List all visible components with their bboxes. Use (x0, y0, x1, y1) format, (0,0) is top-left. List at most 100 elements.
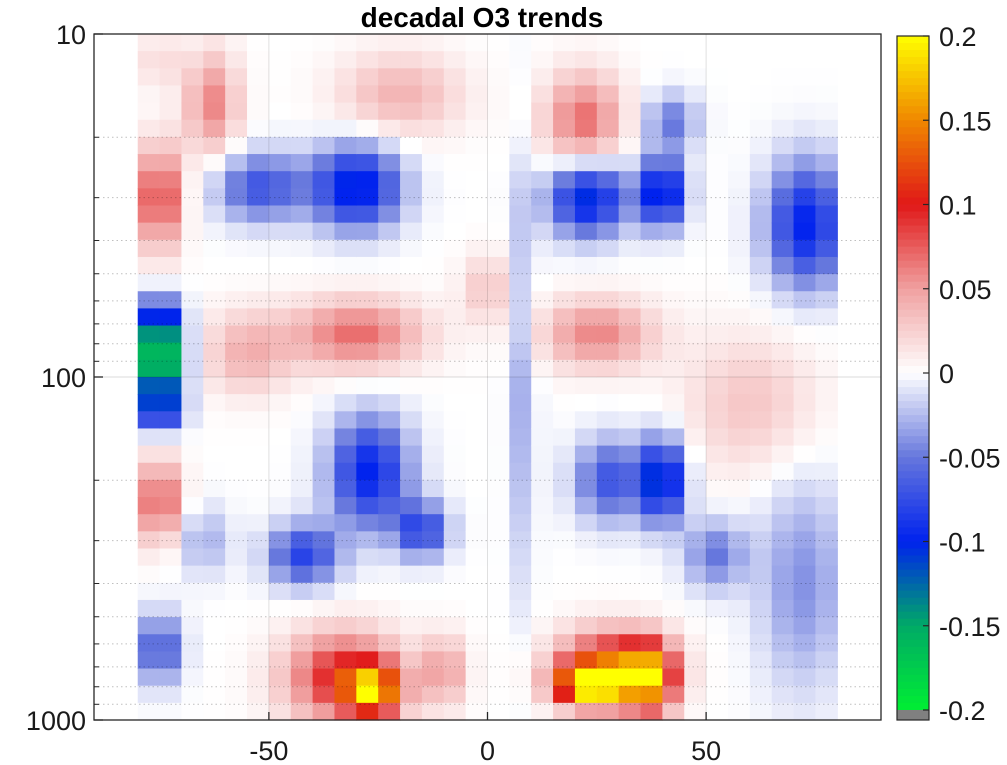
heatmap-cell (487, 497, 510, 515)
heatmap-cell (421, 291, 445, 309)
heatmap-cell (356, 394, 379, 412)
heatmap-cell (203, 565, 226, 584)
heatmap-cell (706, 428, 729, 447)
heatmap-cell (662, 479, 685, 498)
heatmap-cell (640, 85, 663, 104)
colorbar-swatch (897, 590, 929, 599)
heatmap-cell (400, 171, 423, 189)
heatmap-cell (684, 565, 707, 584)
heatmap-cell (421, 34, 445, 52)
heatmap-cell (553, 325, 576, 344)
heatmap-cell (487, 531, 510, 550)
heatmap-cell (749, 497, 773, 515)
heatmap-cell (771, 668, 795, 687)
heatmap-cell (334, 462, 357, 481)
heatmap-cell (487, 462, 510, 481)
heatmap-cell (684, 222, 707, 241)
heatmap-cell (815, 634, 838, 652)
heatmap-cell (400, 34, 423, 52)
heatmap-cell (137, 154, 161, 172)
heatmap-cell (443, 136, 467, 155)
heatmap-cell (465, 565, 489, 584)
heatmap-cell (247, 651, 270, 670)
heatmap-cell (618, 171, 642, 189)
heatmap-cell (378, 85, 401, 104)
colorbar-swatch (897, 380, 929, 388)
heatmap-cell (640, 34, 663, 52)
heatmap-cell (247, 462, 270, 481)
heatmap-cell (356, 205, 379, 224)
colorbar-swatch (897, 134, 929, 142)
heatmap-cell (574, 222, 598, 241)
heatmap-cell (203, 274, 226, 292)
heatmap-cell (356, 599, 379, 618)
heatmap-cell (618, 205, 642, 224)
heatmap-cell (378, 565, 401, 584)
heatmap-cell (137, 102, 161, 121)
heatmap-cell (268, 308, 292, 327)
heatmap-cell (749, 136, 773, 155)
heatmap-cell (465, 582, 489, 601)
heatmap-cell (815, 548, 838, 567)
heatmap-cell (815, 359, 838, 378)
colorbar-swatch (897, 520, 929, 529)
heatmap-cell (421, 668, 445, 687)
heatmap-cell (509, 668, 532, 687)
heatmap-cell (247, 308, 270, 327)
heatmap-cell (662, 205, 685, 224)
colorbar-swatch (897, 141, 929, 149)
heatmap-cell (400, 239, 423, 258)
heatmap-cell (225, 239, 248, 258)
heatmap-cell (137, 565, 161, 584)
heatmap-cell (706, 377, 729, 395)
heatmap-cell (749, 668, 773, 687)
heatmap-cell (553, 274, 576, 292)
heatmap-cell (793, 394, 817, 412)
heatmap-cell (574, 479, 598, 498)
heatmap-cell (247, 291, 270, 309)
heatmap-cell (771, 582, 795, 601)
heatmap-cell (596, 359, 620, 378)
heatmap-cell (378, 136, 401, 155)
heatmap-cell (706, 154, 729, 172)
heatmap-cell (771, 394, 795, 412)
heatmap-cell (356, 85, 379, 104)
heatmap-cell (465, 668, 489, 687)
heatmap-cell (268, 411, 292, 430)
heatmap-cell (574, 256, 598, 275)
heatmap-cell (553, 497, 576, 515)
heatmap-cell (793, 171, 817, 189)
heatmap-cell (662, 188, 685, 207)
heatmap-cell (684, 171, 707, 189)
heatmap-cell (815, 102, 838, 121)
heatmap-cell (815, 136, 838, 155)
heatmap-cell (268, 171, 292, 189)
colorbar-swatch (897, 78, 929, 86)
heatmap-cell (181, 634, 204, 652)
heatmap-cell (159, 85, 183, 104)
heatmap-cell (137, 205, 161, 224)
heatmap-cell (159, 651, 183, 670)
heatmap-cell (443, 171, 467, 189)
heatmap-cell (378, 685, 401, 704)
heatmap-cell (203, 497, 226, 515)
heatmap-cell (553, 377, 576, 395)
heatmap-cell (203, 548, 226, 567)
heatmap-cell (531, 256, 554, 275)
heatmap-cell (684, 377, 707, 395)
heatmap-cell (640, 377, 663, 395)
heatmap-cell (334, 154, 357, 172)
heatmap-cell (727, 377, 751, 395)
heatmap-cell (159, 274, 183, 292)
heatmap-cell (400, 51, 423, 69)
heatmap-cell (793, 497, 817, 515)
heatmap-cell (356, 634, 379, 652)
heatmap-cell (771, 308, 795, 327)
heatmap-cell (247, 599, 270, 618)
heatmap-cell (400, 377, 423, 395)
heatmap-cell (771, 119, 795, 138)
heatmap-cell (553, 205, 576, 224)
heatmap-cell (574, 188, 598, 207)
colorbar-swatch (897, 92, 929, 100)
heatmap-cell (400, 291, 423, 309)
